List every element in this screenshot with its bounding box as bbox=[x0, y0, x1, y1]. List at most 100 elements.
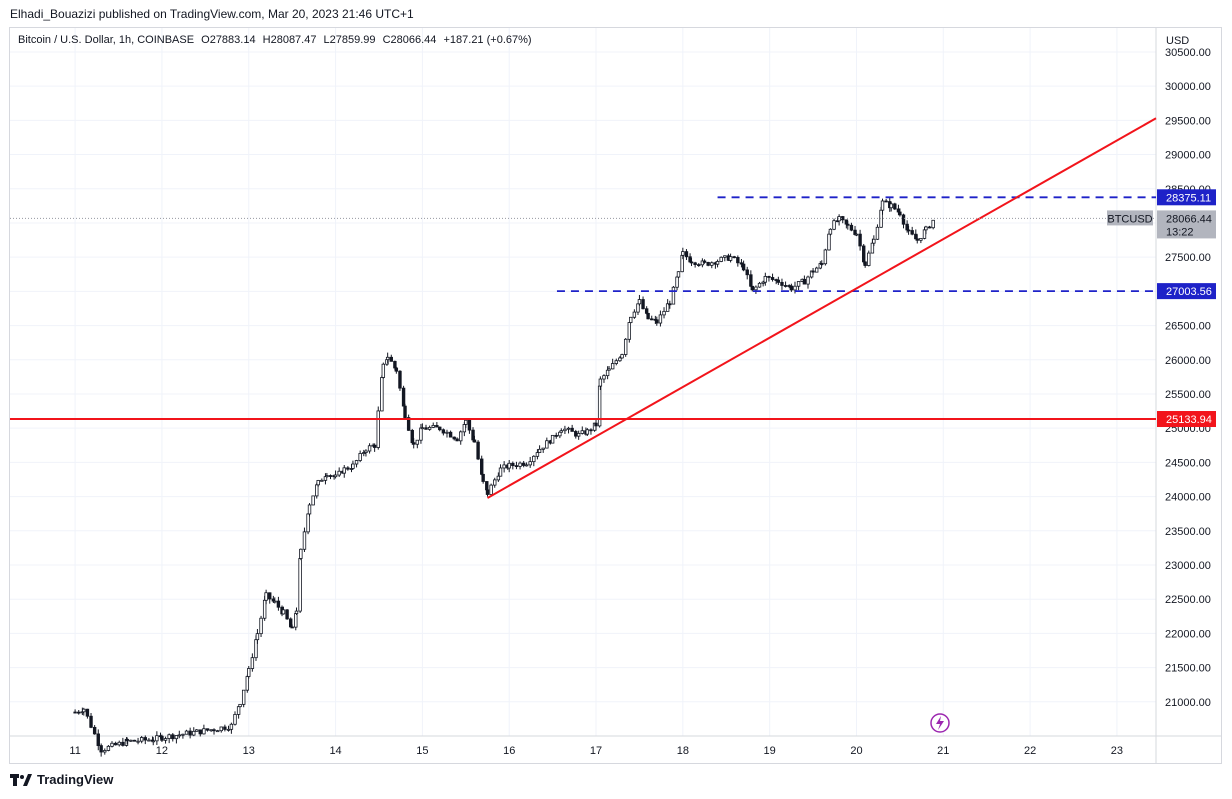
candle bbox=[875, 224, 880, 240]
candle bbox=[381, 362, 386, 379]
candle bbox=[689, 258, 694, 267]
candle-body bbox=[750, 285, 754, 291]
candle-body bbox=[650, 318, 654, 321]
candle-body bbox=[160, 735, 164, 741]
candle bbox=[320, 478, 324, 482]
footer-brand[interactable]: TradingView bbox=[10, 772, 113, 787]
candle bbox=[455, 437, 459, 442]
candle bbox=[541, 447, 545, 453]
candle-body bbox=[789, 285, 794, 291]
candle-body bbox=[431, 425, 435, 428]
candle bbox=[212, 728, 216, 735]
candle-body bbox=[849, 224, 854, 231]
last-price-tag-bg bbox=[1157, 210, 1216, 239]
candle-body bbox=[629, 316, 633, 323]
candle bbox=[362, 449, 366, 457]
candle-body bbox=[445, 431, 449, 434]
candle-body bbox=[77, 711, 81, 714]
candle bbox=[311, 495, 315, 506]
candle bbox=[398, 370, 402, 391]
candle-body bbox=[906, 229, 911, 232]
candle bbox=[307, 503, 312, 517]
candle bbox=[854, 233, 859, 237]
candle-body bbox=[455, 438, 459, 442]
candle-body bbox=[620, 354, 624, 359]
candle-body bbox=[147, 739, 151, 742]
candle bbox=[226, 725, 231, 732]
candle bbox=[136, 737, 140, 745]
candle-body bbox=[761, 281, 765, 284]
price-tag-bg bbox=[1157, 189, 1216, 206]
candle bbox=[202, 724, 206, 735]
price-tag-bg bbox=[1157, 283, 1216, 300]
candle bbox=[276, 596, 281, 611]
candle bbox=[524, 462, 529, 467]
candle bbox=[927, 225, 932, 229]
candle bbox=[89, 713, 93, 729]
candle-body bbox=[641, 299, 645, 310]
candle-body bbox=[202, 728, 206, 735]
candle-body bbox=[264, 592, 268, 601]
candle bbox=[837, 214, 841, 226]
legend-symbol: Bitcoin / U.S. Dollar, 1h, COINBASE bbox=[18, 34, 195, 46]
candle-body bbox=[333, 474, 338, 478]
candle-body bbox=[372, 444, 377, 448]
candle bbox=[394, 366, 399, 374]
candle bbox=[863, 261, 867, 268]
candle-body bbox=[194, 729, 199, 732]
candle-body bbox=[776, 279, 781, 283]
candle bbox=[125, 737, 129, 745]
candle bbox=[563, 425, 567, 435]
candle-body bbox=[646, 312, 650, 320]
candle bbox=[367, 443, 372, 454]
candle bbox=[406, 414, 411, 431]
candle bbox=[337, 467, 341, 478]
candle-body bbox=[623, 338, 628, 355]
candle-body bbox=[358, 453, 362, 461]
candle-body bbox=[328, 475, 333, 477]
candle bbox=[614, 358, 618, 366]
x-tick-label: 22 bbox=[1024, 745, 1036, 757]
candle bbox=[676, 271, 681, 279]
candle bbox=[702, 259, 707, 264]
candle bbox=[761, 280, 765, 287]
candle bbox=[241, 689, 246, 708]
candle-body bbox=[854, 233, 859, 236]
candle-body bbox=[732, 256, 736, 259]
candle bbox=[302, 527, 307, 552]
candle-body bbox=[700, 260, 705, 266]
candle-body bbox=[219, 726, 223, 732]
candle-body bbox=[459, 431, 463, 442]
candle-body bbox=[299, 548, 303, 559]
candle-body bbox=[113, 742, 118, 746]
candle bbox=[618, 356, 622, 362]
candle bbox=[796, 281, 801, 291]
candle bbox=[697, 263, 701, 267]
candle bbox=[820, 260, 824, 267]
candle-body bbox=[163, 738, 168, 741]
candle-body bbox=[814, 267, 819, 273]
candle bbox=[684, 249, 689, 261]
candle bbox=[441, 428, 446, 436]
candle bbox=[351, 460, 355, 470]
candle bbox=[299, 548, 303, 561]
candle-body bbox=[139, 737, 144, 742]
candle bbox=[514, 461, 519, 470]
candle bbox=[566, 426, 571, 434]
candle bbox=[205, 728, 210, 732]
candle-body bbox=[493, 479, 497, 486]
candle-body bbox=[476, 441, 480, 460]
candle-body bbox=[452, 436, 456, 440]
candle bbox=[528, 456, 532, 468]
candle-body bbox=[741, 263, 746, 271]
lightning-icon[interactable] bbox=[930, 713, 950, 733]
candle-body bbox=[736, 257, 740, 264]
candle bbox=[719, 256, 723, 263]
candle-body bbox=[132, 739, 137, 742]
candle bbox=[420, 423, 425, 430]
candle bbox=[294, 607, 299, 616]
candle bbox=[77, 709, 81, 715]
y-tick-label: 30500.00 bbox=[1165, 47, 1211, 59]
candle-body bbox=[92, 726, 97, 735]
